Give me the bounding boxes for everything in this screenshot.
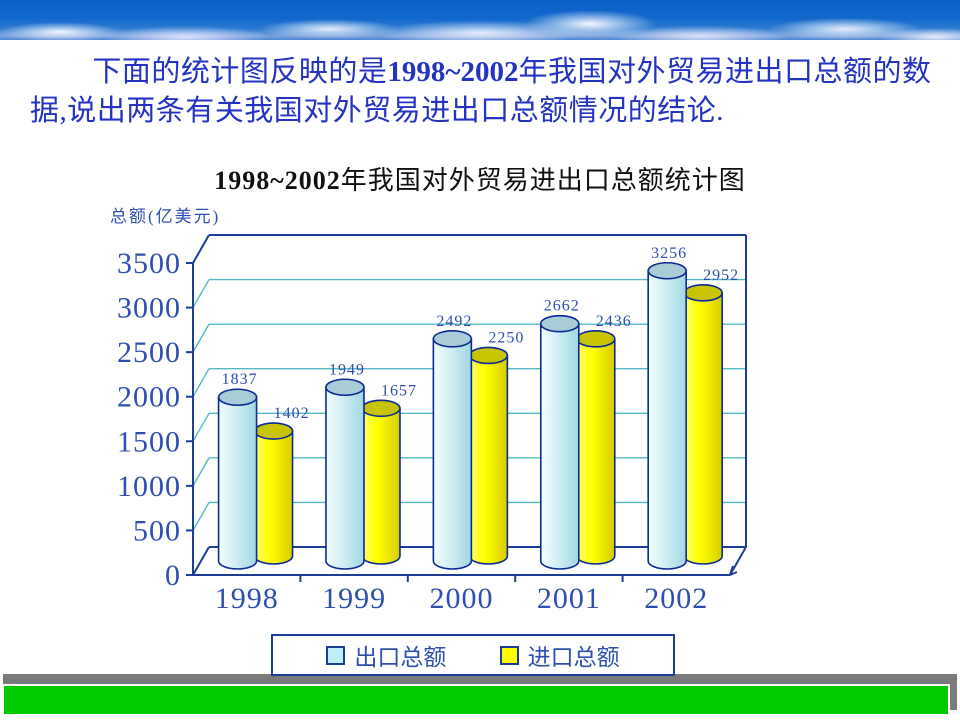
svg-text:2001: 2001 <box>537 582 601 615</box>
x-axis-labels: 1998 1999 2000 2001 2002 <box>215 582 708 615</box>
svg-text:1837: 1837 <box>222 371 258 388</box>
legend-label-import: 进口总额 <box>527 645 620 670</box>
svg-text:2492: 2492 <box>436 313 472 330</box>
heading-part1: 下面的统计图反映的是 <box>92 56 388 88</box>
legend-item-import: 进口总额 <box>499 638 620 672</box>
slide-heading: 下面的统计图反映的是1998~2002年我国对外贸易进出口总额的数据,说出两条有… <box>30 53 932 131</box>
export-color-swatch <box>326 645 346 665</box>
bars <box>217 261 723 570</box>
import-color-swatch <box>499 645 519 665</box>
svg-text:3500: 3500 <box>117 247 181 280</box>
svg-text:1999: 1999 <box>322 582 386 615</box>
chart-title-year-range: 1998~2002 <box>214 166 341 195</box>
svg-text:2436: 2436 <box>596 313 632 330</box>
legend-item-export: 出口总额 <box>326 638 446 672</box>
chart-title-rest: 年我国对外贸易进出口总额统计图 <box>340 166 746 195</box>
chart-legend: 出口总额 进口总额 <box>271 634 675 676</box>
svg-text:0: 0 <box>165 559 181 592</box>
y-axis: 0 500 1000 1500 2000 2500 3000 3500 <box>117 247 624 592</box>
bottom-green-bar <box>2 684 950 716</box>
value-labels: 1837 1402 1949 1657 2492 2250 2662 2436 3256 2952 <box>222 245 739 422</box>
svg-text:3256: 3256 <box>651 245 687 262</box>
svg-text:1500: 1500 <box>117 425 181 458</box>
svg-text:1000: 1000 <box>117 470 181 503</box>
heading-part2: 年我国对外贸易进出口总额的数据,说出两条有关我国对外贸易进出口总额情况的结论. <box>30 56 932 127</box>
svg-text:2952: 2952 <box>703 267 739 284</box>
sky-clouds-banner <box>0 0 960 40</box>
legend-label-export: 出口总额 <box>354 645 447 670</box>
svg-text:1402: 1402 <box>274 405 310 422</box>
svg-text:2000: 2000 <box>430 582 494 615</box>
svg-text:2500: 2500 <box>117 336 181 369</box>
heading-year-range: 1998~2002 <box>387 56 519 88</box>
svg-text:1657: 1657 <box>381 382 417 399</box>
svg-text:总额(亿美元): 总额(亿美元) <box>110 207 220 226</box>
svg-text:500: 500 <box>133 514 181 547</box>
chart-title: 1998~2002年我国对外贸易进出口总额统计图 <box>0 160 960 197</box>
svg-text:2002: 2002 <box>644 582 708 615</box>
svg-text:2662: 2662 <box>544 298 580 315</box>
svg-text:1949: 1949 <box>329 361 365 378</box>
svg-text:2000: 2000 <box>117 381 181 414</box>
y-axis-title: 总额(亿美元) <box>110 207 220 226</box>
svg-text:1998: 1998 <box>215 582 279 615</box>
svg-text:2250: 2250 <box>488 329 524 346</box>
svg-text:3000: 3000 <box>117 292 181 325</box>
